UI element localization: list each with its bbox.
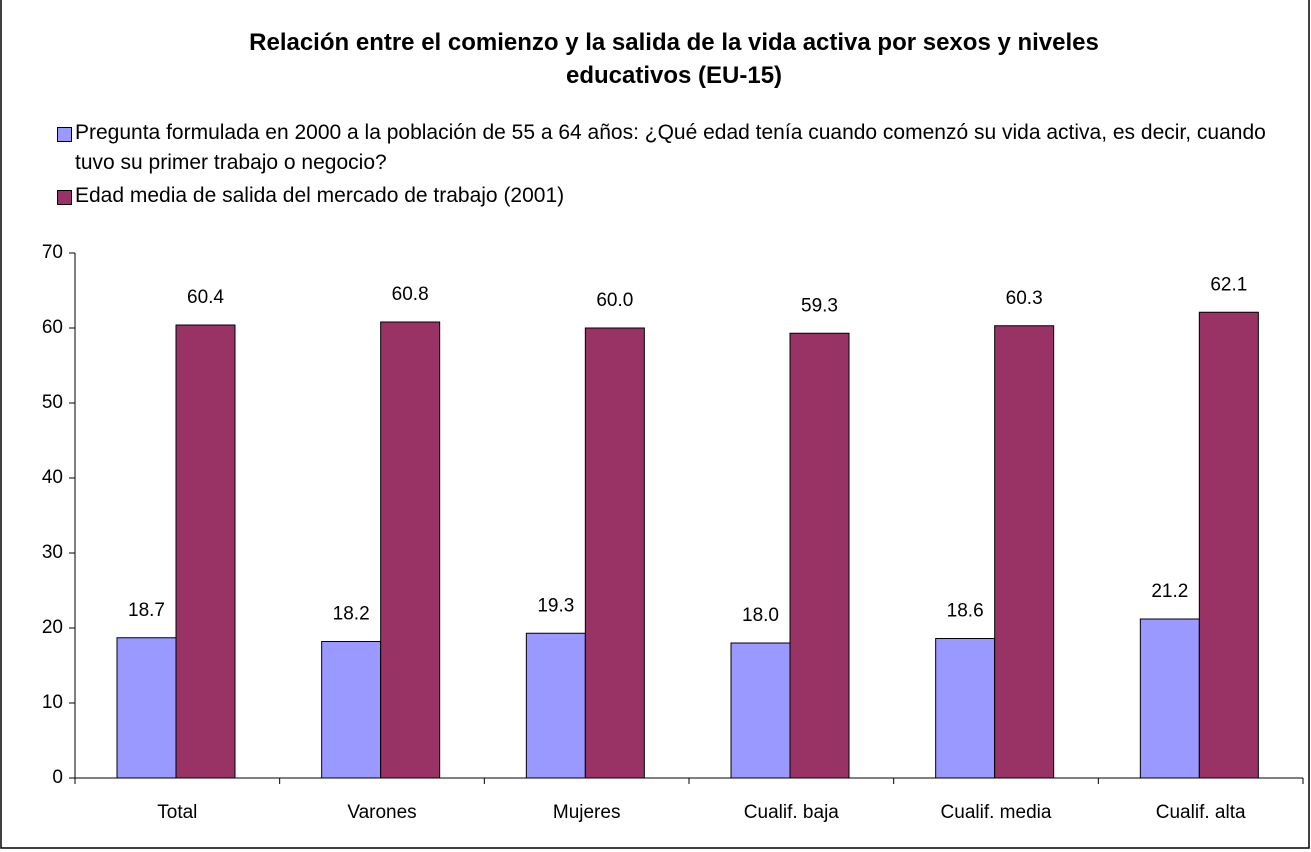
y-tick-label: 60	[42, 317, 63, 338]
value-label: 60.4	[187, 287, 224, 308]
x-tick-label: Cualif. media	[941, 802, 1052, 823]
value-label: 19.3	[537, 595, 574, 616]
bar	[525, 632, 586, 779]
legend-label: Edad media de salida del mercado de trab…	[75, 184, 565, 207]
chart-title: Relación entre el comienzo y la salida d…	[249, 29, 1099, 89]
bar	[1139, 618, 1200, 779]
bar	[789, 332, 850, 779]
value-label: 59.3	[801, 295, 838, 316]
bar	[935, 638, 996, 779]
value-label: 60.0	[596, 290, 633, 311]
x-tick-label: Varones	[347, 802, 416, 823]
value-label: 21.2	[1151, 581, 1188, 602]
value-label: 18.6	[947, 601, 984, 622]
y-tick-label: 50	[42, 392, 63, 413]
bar	[321, 641, 382, 779]
bar	[584, 327, 645, 779]
x-tick-label: Cualif. alta	[1156, 802, 1246, 823]
bar	[175, 324, 236, 779]
value-label: 60.8	[392, 284, 429, 305]
legend-entry: Pregunta formulada en 2000 a la població…	[57, 118, 1300, 178]
x-tick-label: Total	[157, 802, 197, 823]
y-tick-label: 0	[52, 767, 63, 788]
legend-entry: Edad media de salida del mercado de trab…	[57, 181, 1300, 211]
value-label: 18.0	[742, 605, 779, 626]
legend-swatch	[57, 190, 72, 205]
legend-swatch	[57, 127, 72, 142]
x-tick-label: Mujeres	[553, 802, 621, 823]
bar	[994, 325, 1055, 779]
y-tick-label: 40	[42, 467, 63, 488]
value-label: 18.2	[333, 604, 370, 625]
value-label: 60.3	[1006, 288, 1043, 309]
value-label: 62.1	[1210, 274, 1247, 295]
bar	[1198, 311, 1259, 779]
x-tick-label: Cualif. baja	[744, 802, 839, 823]
value-label: 18.7	[128, 600, 165, 621]
y-tick-label: 20	[42, 617, 63, 638]
bar	[116, 637, 177, 779]
y-tick-label: 30	[42, 542, 63, 563]
bar	[730, 642, 791, 779]
bar	[380, 321, 441, 779]
legend-label: Pregunta formulada en 2000 a la població…	[75, 121, 1266, 174]
y-tick-label: 10	[42, 692, 63, 713]
y-tick-label: 70	[42, 242, 63, 263]
